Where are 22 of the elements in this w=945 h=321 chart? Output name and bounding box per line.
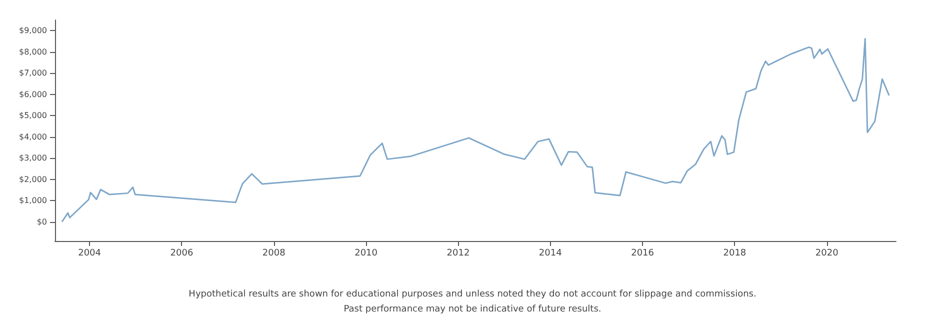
y-tick-label: $5,000	[19, 111, 47, 120]
y-tick-label: $4,000	[19, 132, 47, 142]
x-tick-label: 2016	[631, 248, 654, 258]
y-tick-label: $7,000	[19, 68, 47, 78]
x-tick-label: 2020	[815, 248, 839, 258]
x-tick-label: 2010	[354, 248, 378, 258]
x-tick-label: 2006	[170, 248, 194, 258]
x-tick-label: 2012	[446, 248, 470, 258]
x-tick-label: 2004	[78, 248, 102, 258]
x-tick-label: 2008	[262, 248, 286, 258]
y-tick-label: $8,000	[19, 47, 47, 56]
y-tick-label: $0	[36, 217, 47, 226]
y-tick-label: $6,000	[19, 90, 47, 99]
y-tick-label: $1,000	[19, 196, 47, 206]
y-tick-label: $3,000	[19, 154, 47, 163]
text: Hypothetical results are shown for educational purposes and unless noted they do not account for slippage and commissions.	[188, 290, 756, 300]
y-tick-label: $2,000	[19, 174, 47, 184]
x-tick-label: 2018	[723, 248, 746, 258]
line-series	[61, 38, 890, 223]
text: Past performance may not be indicative of future results.	[344, 304, 602, 314]
x-tick-label: 2014	[538, 248, 562, 258]
y-tick-label: $9,000	[19, 26, 47, 36]
